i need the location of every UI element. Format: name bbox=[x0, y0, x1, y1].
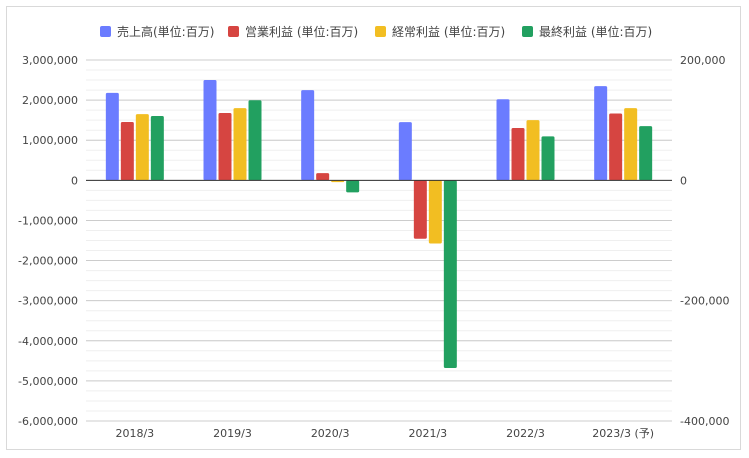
y-right-tick-label: 0 bbox=[680, 174, 687, 187]
bar bbox=[105, 92, 119, 181]
bar bbox=[233, 108, 247, 181]
bar bbox=[346, 180, 360, 193]
bar bbox=[428, 180, 442, 244]
legend-label: 営業利益 (単位:百万) bbox=[245, 24, 358, 39]
y-left-tick-label: 1,000,000 bbox=[22, 134, 78, 147]
bar bbox=[413, 180, 427, 239]
legend-swatch bbox=[522, 26, 533, 37]
bar bbox=[218, 112, 232, 181]
y-right-tick-label: -200,000 bbox=[680, 295, 729, 308]
y-left-tick-label: -1,000,000 bbox=[18, 214, 78, 227]
x-tick-label: 2023/3 (予) bbox=[592, 427, 654, 440]
x-tick-label: 2022/3 bbox=[506, 427, 545, 440]
bar bbox=[526, 120, 540, 181]
x-tick-label: 2020/3 bbox=[311, 427, 350, 440]
legend-label: 売上高(単位:百万) bbox=[117, 24, 214, 39]
bar bbox=[496, 99, 510, 181]
bar bbox=[316, 173, 330, 181]
y-left-tick-label: 2,000,000 bbox=[22, 94, 78, 107]
bar bbox=[639, 126, 653, 181]
bar bbox=[150, 115, 164, 181]
bar bbox=[120, 121, 134, 181]
legend-label: 経常利益 (単位:百万) bbox=[392, 24, 505, 39]
y-left-tick-label: -4,000,000 bbox=[18, 335, 78, 348]
legend-label: 最終利益 (単位:百万) bbox=[539, 24, 652, 39]
bar bbox=[398, 122, 412, 181]
y-left-tick-label: 0 bbox=[71, 174, 78, 187]
x-tick-label: 2019/3 bbox=[213, 427, 252, 440]
bar bbox=[609, 113, 623, 181]
bar bbox=[203, 80, 217, 181]
y-left-tick-label: -3,000,000 bbox=[18, 295, 78, 308]
bar bbox=[624, 108, 638, 181]
bar bbox=[511, 127, 525, 181]
legend-swatch bbox=[100, 26, 111, 37]
legend-swatch bbox=[228, 26, 239, 37]
bar bbox=[301, 90, 315, 181]
bar bbox=[541, 136, 555, 181]
y-left-tick-label: 3,000,000 bbox=[22, 54, 78, 67]
bar bbox=[443, 180, 457, 369]
bar bbox=[135, 114, 149, 181]
x-tick-label: 2021/3 bbox=[408, 427, 447, 440]
y-left-tick-label: -5,000,000 bbox=[18, 375, 78, 388]
bar bbox=[594, 86, 608, 181]
y-right-tick-label: -400,000 bbox=[680, 415, 729, 428]
x-tick-label: 2018/3 bbox=[115, 427, 154, 440]
legend-swatch bbox=[375, 26, 386, 37]
y-right-tick-label: 200,000 bbox=[680, 54, 726, 67]
y-left-tick-label: -6,000,000 bbox=[18, 415, 78, 428]
bar bbox=[248, 100, 262, 181]
y-left-tick-label: -2,000,000 bbox=[18, 255, 78, 268]
